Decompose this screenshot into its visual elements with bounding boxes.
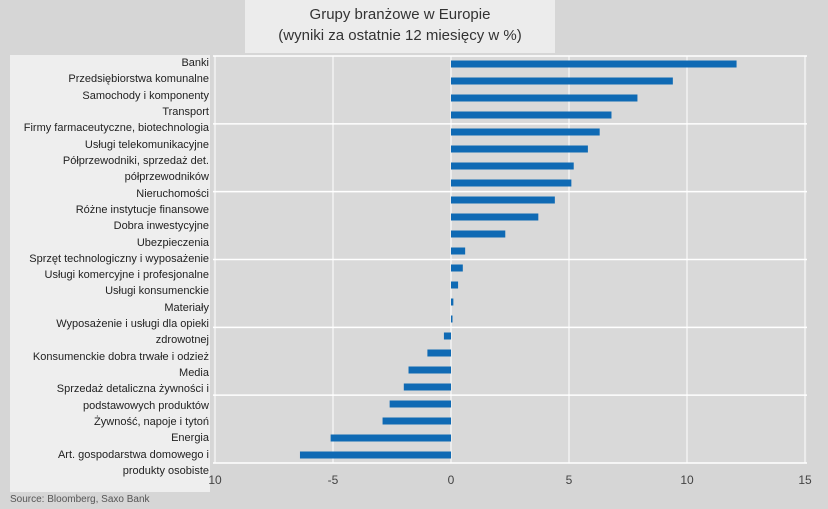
bar bbox=[451, 281, 459, 289]
category-label: Materiały bbox=[164, 301, 209, 314]
category-label: Nieruchomości bbox=[136, 187, 209, 200]
category-label: Usługi telekomunikacyjne bbox=[84, 138, 209, 151]
category-label: Energia bbox=[171, 432, 209, 445]
bar bbox=[330, 434, 451, 442]
category-label: Usługi konsumenckie bbox=[105, 285, 209, 298]
category-label: Firmy farmaceutyczne, biotechnologia bbox=[23, 122, 209, 135]
category-label: podstawowych produktów bbox=[83, 399, 209, 412]
chart-subtitle: (wyniki za ostatnie 12 miesięcy w %) bbox=[278, 27, 522, 44]
x-tick-label: -5 bbox=[328, 473, 339, 487]
category-label: Samochody i komponenty bbox=[82, 89, 209, 102]
category-label: Żywność, napoje i tytoń bbox=[94, 416, 209, 429]
x-tick-label: 10 bbox=[208, 473, 222, 487]
bar bbox=[382, 417, 451, 425]
chart-title: Grupy branżowe w Europie bbox=[309, 6, 491, 23]
category-label: Art. gospodarstwa domowego i bbox=[57, 448, 209, 461]
bar bbox=[451, 247, 466, 255]
category-labels: Banki Przedsiębiorstwa komunalne Samochody… bbox=[0, 0, 209, 509]
bar bbox=[451, 315, 453, 323]
category-label: Usługi komercyjne i profesjonalne bbox=[44, 269, 209, 282]
x-tick-label: 5 bbox=[566, 473, 573, 487]
category-label: Sprzęt technologiczny i wyposażenie bbox=[29, 252, 209, 265]
bar bbox=[451, 60, 737, 68]
category-label: Konsumenckie dobra trwałe i odzież bbox=[32, 350, 209, 363]
category-label: Dobra inwestycyjne bbox=[113, 220, 209, 233]
bar bbox=[408, 366, 451, 374]
bar bbox=[451, 213, 539, 221]
bar bbox=[451, 94, 638, 102]
bar bbox=[451, 128, 600, 136]
label-panel bbox=[10, 55, 210, 492]
bar bbox=[451, 77, 673, 85]
bar bbox=[451, 298, 454, 306]
bar bbox=[427, 349, 451, 357]
category-label: Różne instytucje finansowe bbox=[75, 203, 209, 216]
category-label: Przedsiębiorstwa komunalne bbox=[68, 73, 209, 86]
x-tick-label: 15 bbox=[798, 473, 812, 487]
x-tick-label: 10 bbox=[680, 473, 694, 487]
bar bbox=[451, 162, 574, 170]
bar bbox=[451, 264, 463, 272]
category-label: Wyposażenie i usługi dla opieki bbox=[56, 318, 209, 331]
category-label: Ubezpieczenia bbox=[136, 236, 209, 249]
category-label: Transport bbox=[162, 105, 209, 118]
bar bbox=[299, 451, 451, 459]
bar bbox=[451, 196, 555, 204]
bar bbox=[451, 111, 612, 119]
source-note: Source: Bloomberg, Saxo Bank bbox=[10, 494, 150, 505]
category-label: Media bbox=[179, 367, 209, 380]
bar bbox=[451, 179, 572, 187]
category-label: Sprzedaż detaliczna żywności i bbox=[56, 383, 209, 396]
bar bbox=[403, 383, 451, 391]
bar bbox=[443, 332, 451, 340]
category-label: półprzewodników bbox=[124, 171, 209, 184]
category-label: zdrowotnej bbox=[155, 334, 209, 347]
chart-title-box: Grupy branżowe w Europie (wyniki za osta… bbox=[245, 0, 555, 53]
bar bbox=[451, 230, 506, 238]
x-tick-label: 0 bbox=[448, 473, 455, 487]
category-label: Banki bbox=[181, 57, 209, 69]
bar bbox=[451, 145, 588, 153]
category-label: Półprzewodniki, sprzedaż det. bbox=[62, 154, 209, 167]
category-label: produkty osobiste bbox=[122, 465, 209, 477]
bar bbox=[389, 400, 451, 408]
